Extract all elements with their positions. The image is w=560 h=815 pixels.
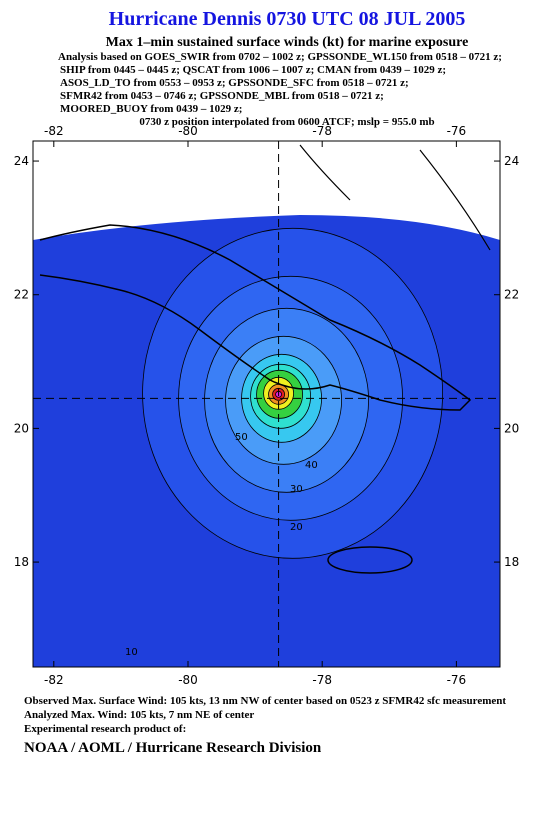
- radii-cell: 29: [118, 211, 131, 222]
- x-tick-label: -76: [447, 124, 467, 138]
- contour-label: 30: [290, 484, 303, 495]
- radii-title: WIND RADII (NM): [38, 147, 106, 156]
- y-tick-label: 24: [504, 154, 519, 168]
- radii-cell: 43: [92, 211, 105, 222]
- contour-label: 20: [290, 522, 303, 533]
- y-tick-label: 18: [14, 555, 29, 569]
- radii-header: 50K: [88, 158, 108, 169]
- footer-line: Experimental research product of:: [24, 723, 186, 735]
- y-tick-label: 24: [14, 154, 29, 168]
- radii-cell: 40: [118, 172, 131, 183]
- subtitle: Max 1–min sustained surface winds (kt) f…: [106, 35, 469, 50]
- radii-cell: 94: [66, 172, 79, 183]
- map-frame: [32, 140, 501, 668]
- x-tick-label: -82: [44, 124, 64, 138]
- y-tick-label: 20: [14, 421, 29, 435]
- radii-cell: 36: [92, 198, 105, 209]
- x-tick-label: -76: [447, 673, 467, 687]
- contour-label: 50: [235, 432, 248, 443]
- x-tick-label: -82: [44, 673, 64, 687]
- coastline-cuba: [39, 224, 472, 411]
- radii-cell: 68: [66, 211, 79, 222]
- analysis-line: SFMR42 from 0453 – 0746 z; GPSSONDE_MBL …: [60, 90, 384, 102]
- coastline-bahamas: [299, 144, 491, 251]
- radii-header: 34K: [62, 158, 82, 169]
- y-tick-label: 22: [504, 288, 519, 302]
- analysis-line: Analysis based on GOES_SWIR from 0702 – …: [58, 51, 502, 63]
- radii-cell: 65: [66, 198, 79, 209]
- y-tick-label: 22: [14, 288, 29, 302]
- x-tick-label: -78: [312, 124, 332, 138]
- radii-cell: 69: [92, 185, 105, 196]
- position-note: 0730 z position interpolated from 0600 A…: [139, 116, 434, 128]
- contour-label: 40: [305, 460, 318, 471]
- radii-cell: 36: [118, 185, 131, 196]
- footer-line: Observed Max. Surface Wind: 105 kts, 13 …: [24, 695, 506, 707]
- x-tick-label: -80: [178, 124, 198, 138]
- analysis-line: MOORED_BUOY from 0439 – 1029 z;: [60, 103, 242, 115]
- radii-cell: 20: [118, 198, 131, 209]
- contour-label: 10: [125, 647, 138, 658]
- radii-header: QD: [40, 158, 56, 169]
- radii-cell: SW: [40, 198, 56, 209]
- coastline-jamaica: [327, 546, 413, 574]
- radii-cell: SE: [40, 185, 53, 196]
- radii-cell: 98: [66, 185, 79, 196]
- x-tick-label: -78: [312, 673, 332, 687]
- analysis-line: SHIP from 0445 – 0445 z; QSCAT from 1006…: [60, 64, 446, 76]
- radii-header: 64K: [114, 158, 134, 169]
- y-tick-label: 18: [504, 555, 519, 569]
- y-tick-label: 20: [504, 421, 519, 435]
- analysis-line: ASOS_LD_TO from 0553 – 0953 z; GPSSONDE_…: [60, 77, 409, 89]
- radii-cell: 69: [92, 172, 105, 183]
- title: Hurricane Dennis 0730 UTC 08 JUL 2005: [109, 8, 466, 30]
- radii-cell: NW: [40, 211, 57, 222]
- radii-cell: NE: [40, 172, 54, 183]
- map: 10 20 30 40 50: [33, 141, 500, 667]
- x-tick-label: -80: [178, 673, 198, 687]
- org: NOAA / AOML / Hurricane Research Divisio…: [24, 740, 322, 756]
- footer-line: Analyzed Max. Wind: 105 kts, 7 nm NE of …: [24, 709, 254, 721]
